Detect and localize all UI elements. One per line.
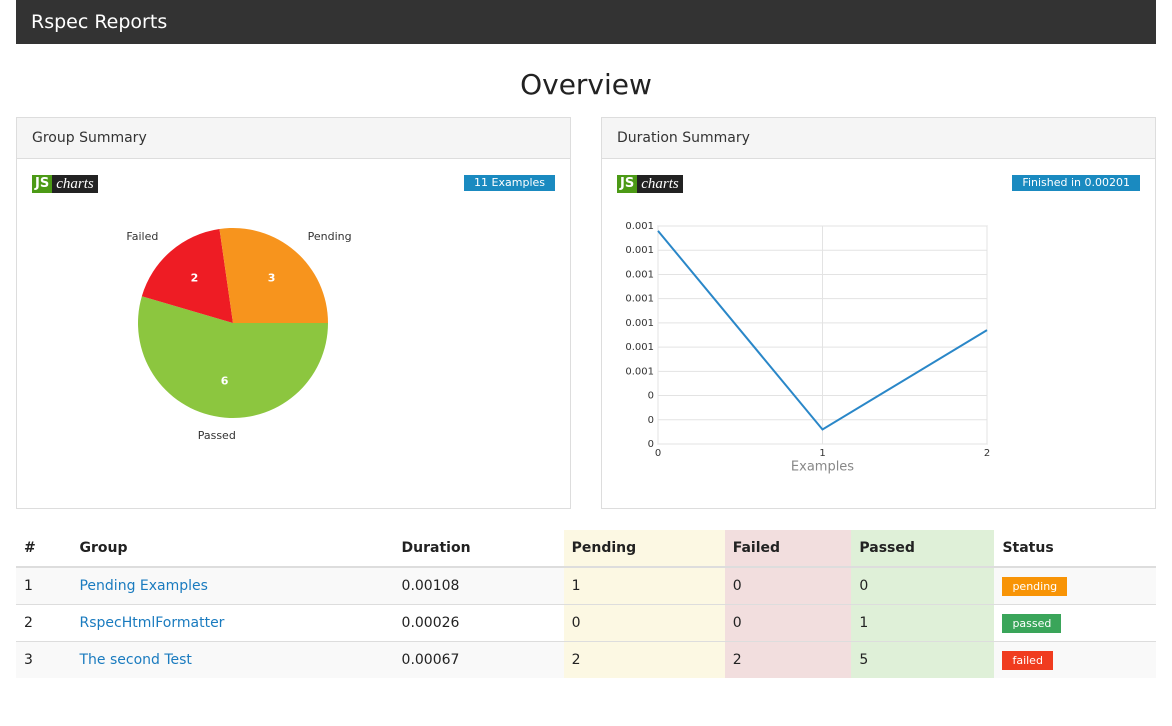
group-link[interactable]: The second Test <box>79 652 192 668</box>
y-tick-label: 0.001 <box>625 245 654 256</box>
cell: 2 <box>16 604 72 642</box>
panel-title: Group Summary <box>32 130 147 146</box>
cell: RspecHtmlFormatter <box>71 604 394 642</box>
y-tick-label: 0 <box>648 415 654 426</box>
cell: 2 <box>724 641 852 678</box>
x-tick-label: 0 <box>655 448 661 459</box>
pie-chart: 6 Passed 2 Failed 3 Pending <box>126 228 352 442</box>
slice-value: 6 <box>221 374 229 387</box>
status-badge: pending <box>1002 577 1068 596</box>
line-series <box>657 230 988 431</box>
column-header: Status <box>994 530 1156 568</box>
logo-charts: charts <box>637 175 683 193</box>
x-axis-label: Examples <box>791 460 854 475</box>
cell: 1 <box>563 566 725 605</box>
column-header: Group <box>71 530 394 568</box>
y-tick-label: 0.001 <box>625 366 654 377</box>
column-header: Pending <box>563 530 725 568</box>
logo-charts: charts <box>52 175 98 193</box>
top-bar: Rspec Reports <box>16 0 1156 44</box>
logo: JS charts <box>617 175 683 193</box>
logo: JS charts <box>32 175 98 193</box>
cell: Pending Examples <box>71 566 394 605</box>
cell: 0.00108 <box>393 566 564 605</box>
pie-slice <box>137 296 328 419</box>
results-table: # Group Duration Pending Failed Passed Status … <box>16 530 1156 678</box>
slice-label: Failed <box>126 230 158 243</box>
cell: The second Test <box>71 641 394 678</box>
table-row: 3 The second Test 0.00067 2 2 5 failed <box>16 641 1156 678</box>
slice-value: 3 <box>268 271 276 284</box>
cell: failed <box>994 641 1156 678</box>
panel-title: Duration Summary <box>617 130 750 146</box>
cell: 0.00067 <box>393 641 564 678</box>
cell: 2 <box>563 641 725 678</box>
panel: Duration Summary JS charts Finished in 0.… <box>601 117 1156 509</box>
y-tick-label: 0.001 <box>625 294 654 305</box>
cell: 0 <box>851 566 995 605</box>
panel-header: Duration Summary <box>602 118 1155 159</box>
x-tick-label: 2 <box>984 448 990 459</box>
cell: 3 <box>16 641 72 678</box>
cell: 5 <box>851 641 995 678</box>
column-header: # <box>16 530 72 568</box>
cell: 0 <box>724 604 852 642</box>
y-tick-label: 0.001 <box>625 318 654 329</box>
slice-label: Pending <box>308 230 352 243</box>
panel: Group Summary JS charts 11 Examples 6 Pass… <box>16 117 571 509</box>
cell: 1 <box>851 604 995 642</box>
cell: 0.00026 <box>393 604 564 642</box>
pie-slice <box>141 228 233 323</box>
badge: 11 Examples <box>464 175 555 191</box>
y-tick-label: 0 <box>648 439 654 450</box>
cell: 0 <box>724 566 852 605</box>
x-tick-label: 1 <box>819 448 825 459</box>
logo-js: JS <box>617 175 638 193</box>
column-header: Duration <box>393 530 564 568</box>
page-title: Overview <box>520 68 652 101</box>
header-row: # Group Duration Pending Failed Passed Status <box>16 530 1156 568</box>
y-tick-label: 0 <box>648 391 654 402</box>
cell: pending <box>994 566 1156 605</box>
table-row: 2 RspecHtmlFormatter 0.00026 0 0 1 passed <box>16 604 1156 642</box>
group-link[interactable]: RspecHtmlFormatter <box>79 615 225 631</box>
y-tick-label: 0.001 <box>625 221 654 232</box>
pie-slice <box>219 228 328 323</box>
column-header: Failed <box>724 530 852 568</box>
panel-header: Group Summary <box>17 118 570 159</box>
slice-value: 2 <box>191 271 199 284</box>
cell: 1 <box>16 566 72 605</box>
column-header: Passed <box>851 530 995 568</box>
y-tick-label: 0.001 <box>625 342 654 353</box>
cell: passed <box>994 604 1156 642</box>
badge: Finished in 0.00201 <box>1012 175 1140 191</box>
slice-label: Passed <box>198 429 236 442</box>
cell: 0 <box>563 604 725 642</box>
status-badge: failed <box>1002 651 1053 670</box>
y-tick-label: 0.001 <box>625 269 654 280</box>
group-link[interactable]: Pending Examples <box>79 578 208 594</box>
logo-js: JS <box>32 175 53 193</box>
brand[interactable]: Rspec Reports <box>31 11 168 33</box>
table-row: 1 Pending Examples 0.00108 1 0 0 pending <box>16 566 1156 605</box>
status-badge: passed <box>1002 614 1062 633</box>
